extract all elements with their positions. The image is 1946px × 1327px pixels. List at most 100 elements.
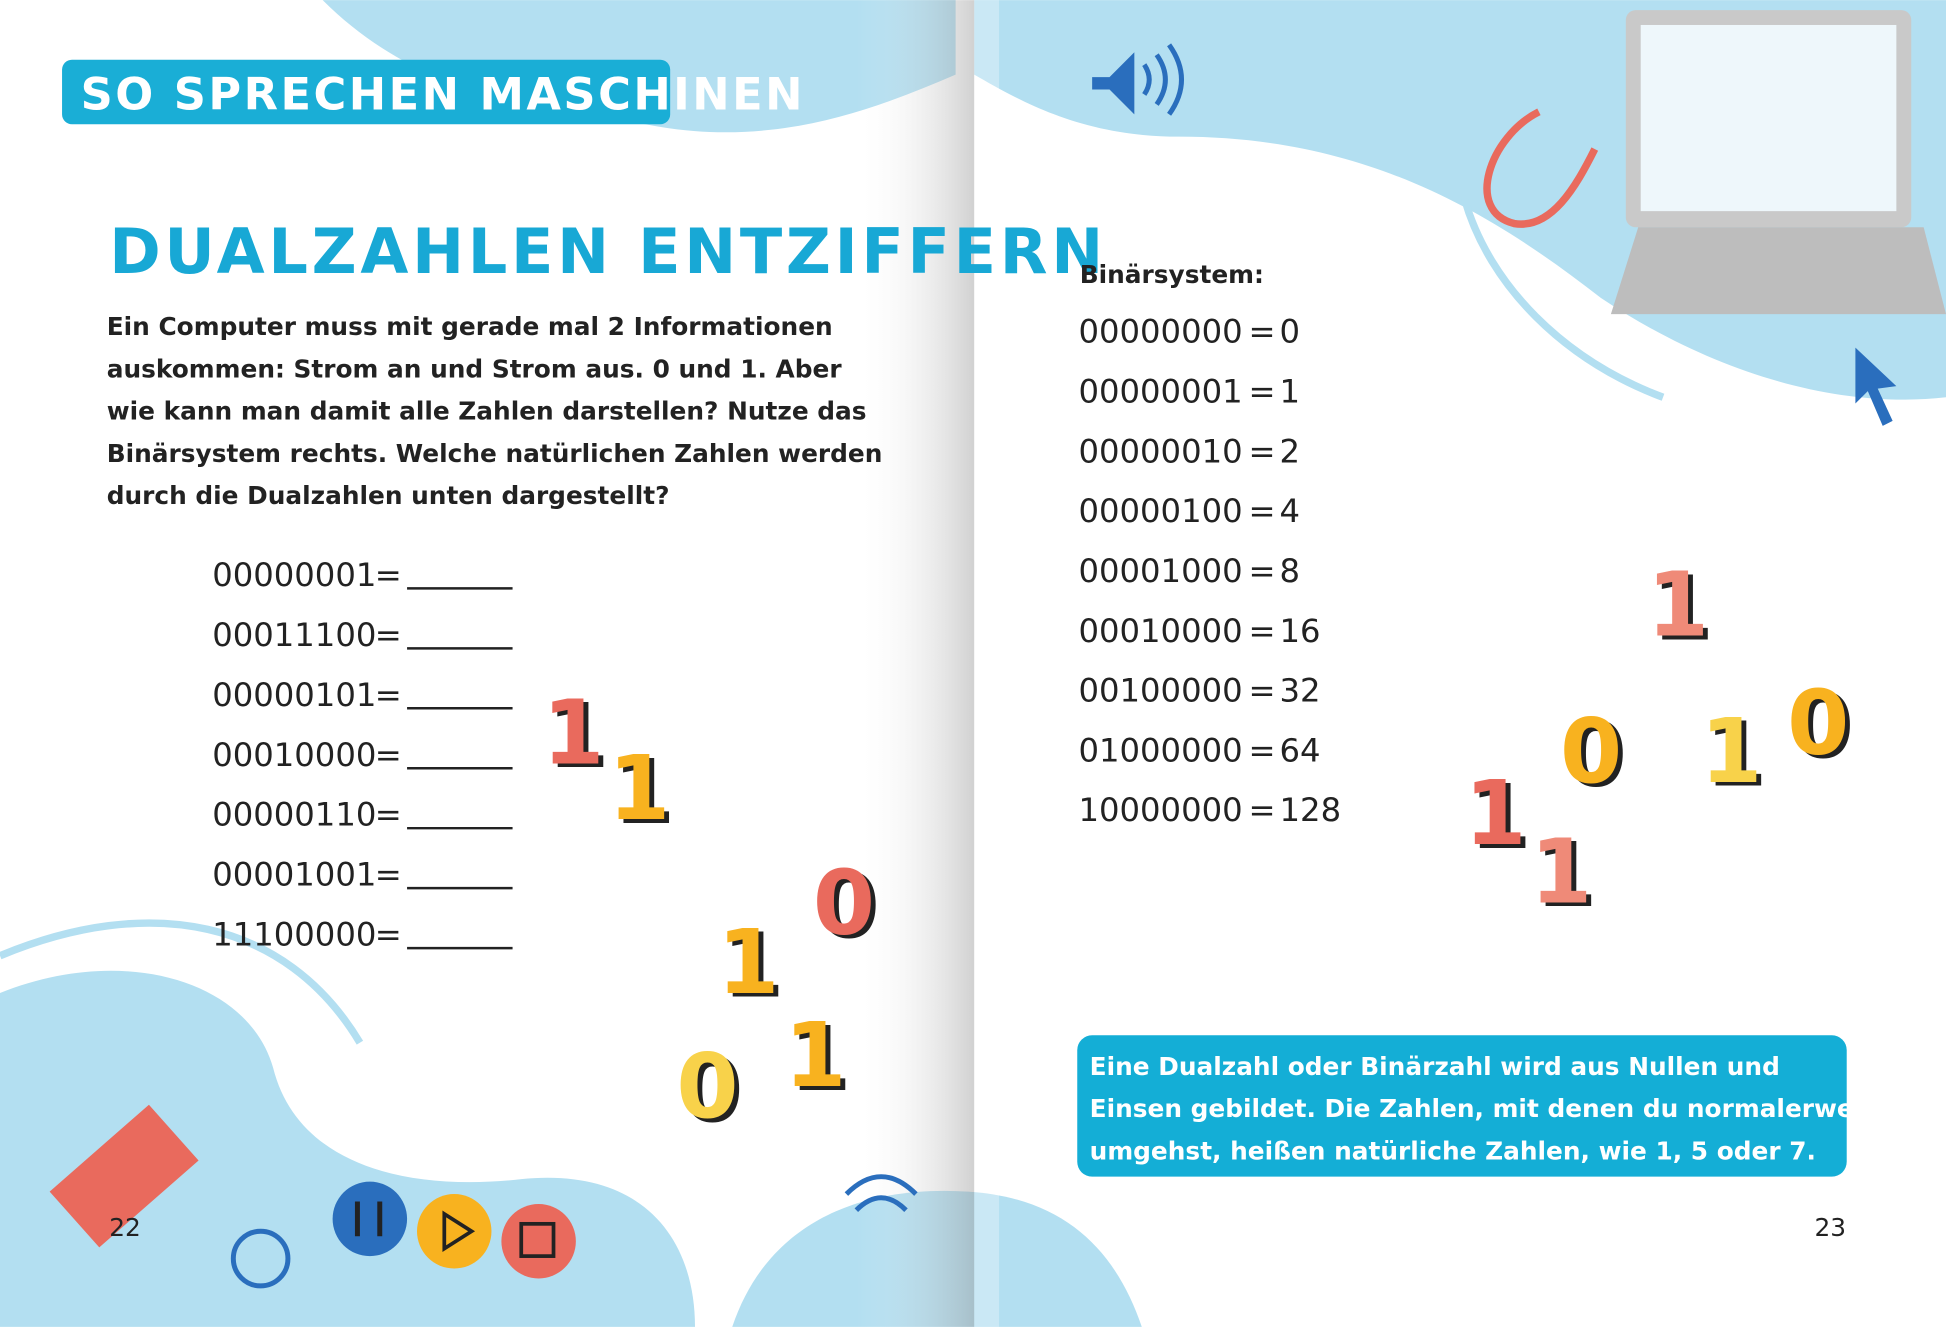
decor-digit-shadow: 0	[1565, 704, 1627, 808]
binary: 01000000	[1078, 731, 1242, 769]
decor-digit-shadow: 1	[1469, 766, 1531, 870]
binary: 00010000	[1078, 612, 1242, 650]
decor-digit: 1	[1464, 762, 1526, 866]
exercise-binary: 00000001	[212, 556, 376, 594]
gutter-shade	[856, 0, 975, 1327]
exercise-binary: 00011100	[212, 616, 376, 654]
decor-digit: 1	[542, 681, 604, 785]
decimal: 1	[1280, 373, 1301, 411]
tag: SO SPRECHEN MASCHINEN	[81, 68, 805, 120]
gutter	[974, 0, 1000, 1327]
decor-digit: 1	[1530, 820, 1592, 924]
decor-digit-shadow: 0	[818, 855, 880, 959]
play-symbol	[442, 1210, 476, 1253]
info-line: umgehst, heißen natürliche Zahlen, wie 1…	[1090, 1136, 1816, 1165]
equals: =	[1249, 313, 1276, 351]
binary: 00000100	[1078, 492, 1242, 530]
pause-button	[332, 1181, 408, 1257]
page-number: 23	[1814, 1213, 1846, 1242]
decor-digit-shadow: 0	[1792, 675, 1854, 779]
equals: =	[375, 856, 402, 894]
laptop-base	[1610, 227, 1946, 315]
decor-digit-shadow: 0	[681, 1039, 743, 1143]
decor-digit: 1	[1700, 700, 1762, 804]
intro-line: Ein Computer muss mit gerade mal 2 Infor…	[107, 312, 833, 341]
intro-line: wie kann man damit alle Zahlen darstelle…	[107, 397, 867, 426]
decimal: 128	[1280, 791, 1342, 829]
decor-digit-shadow: 1	[613, 741, 675, 845]
binary: 00000010	[1078, 432, 1242, 470]
equals: =	[375, 736, 402, 774]
decor-digit: 0	[1787, 671, 1849, 775]
decor-digit-shadow: 1	[547, 685, 609, 789]
exercise-binary: 00000101	[212, 676, 376, 714]
decor-digit: 0	[813, 851, 875, 955]
intro-line: Binärsystem rechts. Welche natürlichen Z…	[107, 439, 883, 468]
decimal: 64	[1280, 731, 1321, 769]
equals: =	[375, 796, 402, 834]
swoosh	[1460, 197, 1665, 401]
cable-icon	[1483, 108, 1599, 228]
exercise-binary: 11100000	[212, 916, 376, 954]
title: DUALZAHLEN ENTZIFFERN	[109, 215, 1107, 288]
power-icon	[230, 1228, 291, 1289]
equals: =	[1249, 432, 1276, 470]
decimal: 2	[1280, 432, 1301, 470]
exercise-binary: 00001001	[212, 856, 376, 894]
equals: =	[1249, 612, 1276, 650]
decor-digit-shadow: 1	[1652, 557, 1714, 661]
decor-digit: 1	[1647, 554, 1709, 658]
play-button	[417, 1194, 492, 1269]
info-line: Eine Dualzahl oder Binärzahl wird aus Nu…	[1090, 1052, 1780, 1081]
info-box	[1077, 1035, 1847, 1177]
decor-digit-shadow: 1	[722, 915, 784, 1019]
decor-digit: 1	[784, 1004, 846, 1108]
intro-line: durch die Dualzahlen unten dargestellt?	[107, 481, 670, 510]
equals: =	[1249, 552, 1276, 590]
equals: =	[1249, 672, 1276, 710]
decor-digit-shadow: 1	[789, 1008, 851, 1112]
binary: 10000000	[1078, 791, 1242, 829]
exercise-binary: 00000110	[212, 796, 376, 834]
stop-symbol	[519, 1221, 556, 1258]
decor-digit: 1	[717, 911, 779, 1015]
binary: 00100000	[1078, 672, 1242, 710]
decimal: 16	[1280, 612, 1321, 650]
equals: =	[1249, 791, 1276, 829]
equals: =	[1249, 492, 1276, 530]
decimal: 4	[1280, 492, 1301, 530]
decimal: 8	[1280, 552, 1301, 590]
info-line: Einsen gebildet. Die Zahlen, mit denen d…	[1090, 1094, 1894, 1123]
decimal: 0	[1280, 313, 1301, 351]
speaker-icon	[1092, 52, 1135, 115]
intro-line: auskommen: Strom an und Strom aus. 0 und…	[107, 354, 843, 383]
equals: =	[1249, 731, 1276, 769]
system-label: Binärsystem:	[1080, 260, 1264, 289]
equals: =	[375, 916, 402, 954]
stop-button	[501, 1203, 576, 1279]
decor-digit-shadow: 1	[1535, 824, 1597, 928]
equals: =	[375, 556, 402, 594]
pause-symbol	[354, 1201, 383, 1237]
speaker-waves	[1142, 43, 1184, 116]
tag-box	[62, 59, 671, 125]
swoosh	[0, 919, 364, 1045]
usb-icon	[49, 1104, 199, 1248]
equals: =	[375, 676, 402, 714]
binary: 00001000	[1078, 552, 1242, 590]
wifi-icon	[844, 1174, 918, 1213]
decimal: 32	[1280, 672, 1321, 710]
equals: =	[1249, 373, 1276, 411]
decor-digit-shadow: 1	[1705, 704, 1767, 808]
laptop-screen	[1640, 24, 1897, 212]
cursor-icon	[1855, 347, 1897, 426]
exercise-binary: 00010000	[212, 736, 376, 774]
binary: 00000001	[1078, 373, 1242, 411]
decor-digit: 0	[1560, 700, 1622, 804]
equals: =	[375, 616, 402, 654]
binary: 00000000	[1078, 313, 1242, 351]
decor-digit: 1	[608, 737, 670, 841]
page-number: 22	[109, 1213, 141, 1242]
decor-digit: 0	[676, 1035, 738, 1139]
